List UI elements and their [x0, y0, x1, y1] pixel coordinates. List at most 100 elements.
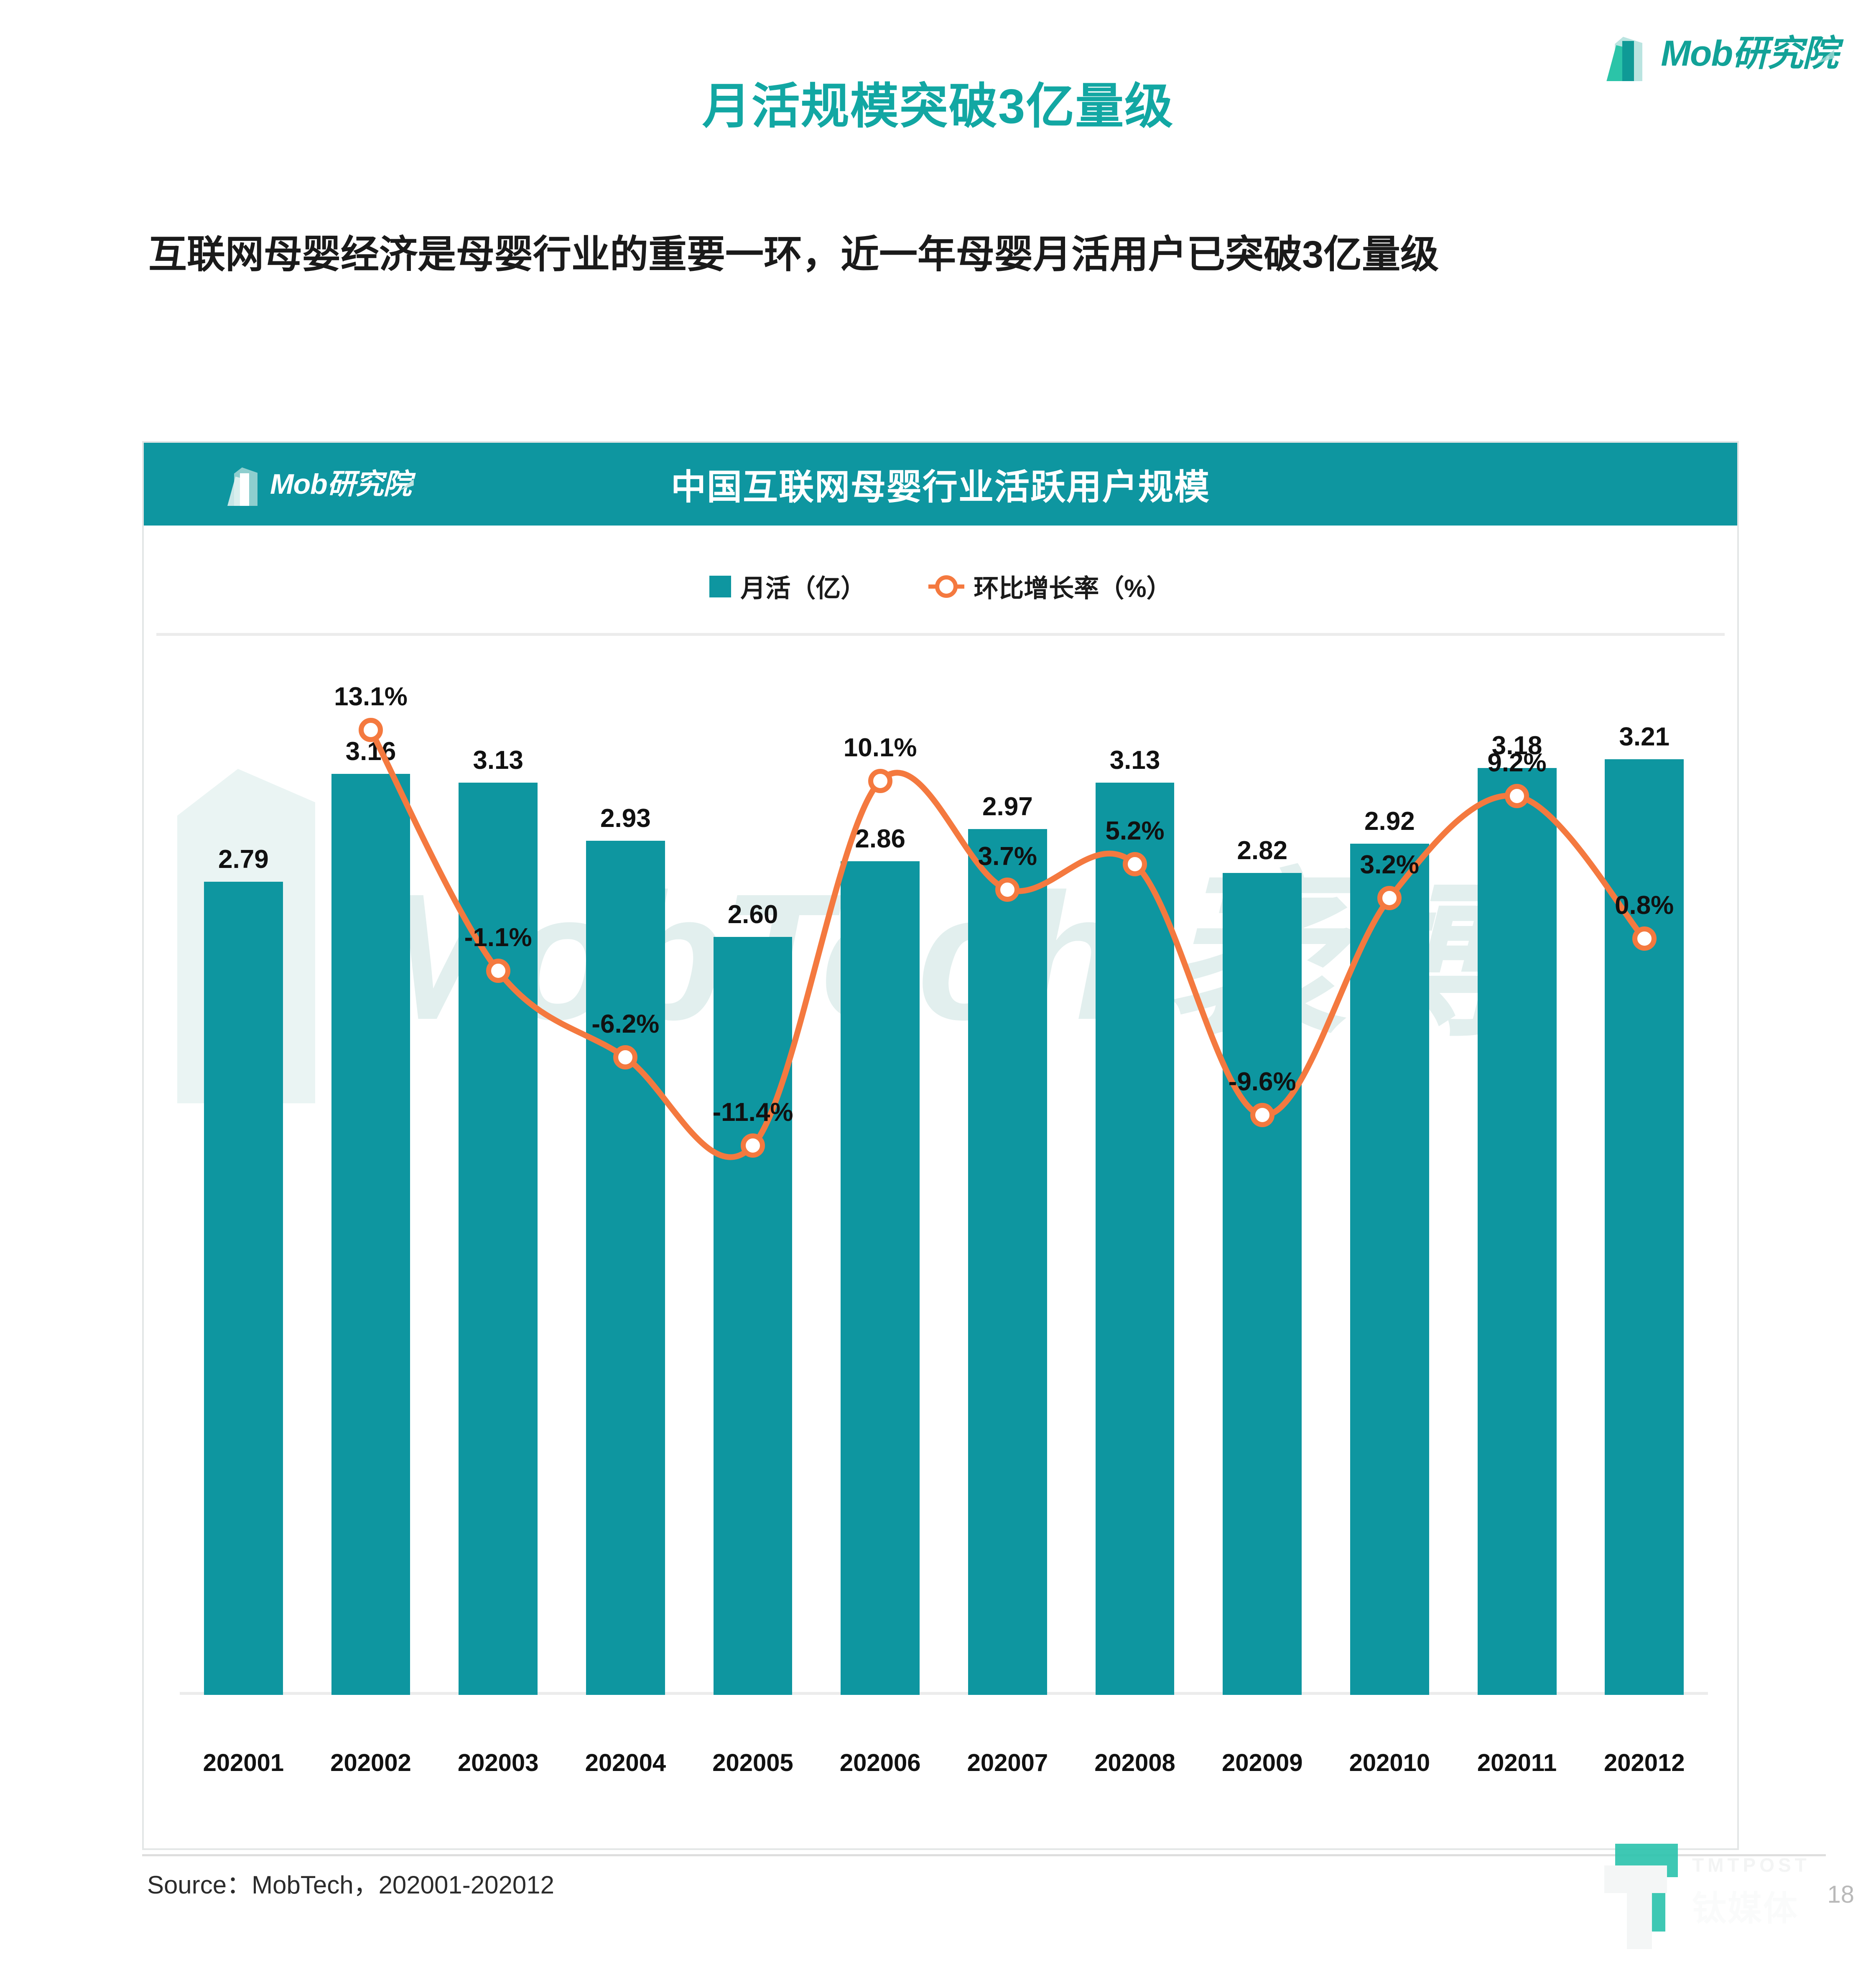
- top-brand-logo: Mob研究院: [1604, 26, 1838, 81]
- bar-value-label: 2.92: [1364, 807, 1415, 836]
- tmtpost-en-label: TMTPOST: [1692, 1854, 1810, 1876]
- line-point-marker: [1632, 926, 1657, 951]
- x-axis-tick: 202002: [330, 1749, 411, 1776]
- line-point-marker: [1250, 1103, 1274, 1128]
- x-axis-labels: 202001 202002 202003 202004 202005 202006 2020…: [180, 1740, 1708, 1786]
- bar-column: 2.79: [180, 660, 307, 1695]
- bar-value-label: 2.86: [855, 824, 906, 854]
- bar-value-label: 2.79: [218, 845, 269, 874]
- line-value-label: 13.1%: [334, 682, 408, 712]
- x-axis-tick: 202007: [967, 1749, 1048, 1776]
- line-value-label: -11.4%: [712, 1098, 793, 1127]
- x-axis-line: [180, 1692, 1708, 1695]
- chart-legend: 月活（亿） 环比增长率（%）: [144, 568, 1737, 605]
- bar-series: 2.79 3.16 3.13 2.93 2.60 2.86 2.97 3.13 2.82 2.92…: [180, 660, 1708, 1695]
- bar-value-label: 3.13: [473, 745, 524, 775]
- bar-column: 3.13: [1071, 660, 1199, 1695]
- line-value-label: 9.2%: [1487, 748, 1547, 778]
- line-point-marker: [741, 1133, 765, 1158]
- legend-bar-swatch-icon: [709, 575, 732, 597]
- page-subtitle: 互联网母婴经济是母婴行业的重要一环，近一年母婴月活用户已突破3亿量级: [148, 233, 1439, 276]
- line-series: 13.1% -1.1% -6.2% -11.4% 10.1% 3.7% 5.2% -9.6% 3…: [180, 660, 1708, 1695]
- bar-column: 2.92: [1326, 660, 1453, 1695]
- bar-column: 3.21: [1580, 660, 1708, 1695]
- chart-plot-area: 2.79 3.16 3.13 2.93 2.60 2.86 2.97 3.13 2.82 2.92…: [144, 443, 1737, 1848]
- bar-value-label: 3.13: [1109, 745, 1160, 775]
- line-point-marker: [359, 718, 383, 743]
- line-point-marker: [868, 768, 892, 793]
- legend-bar-label: 月活（亿）: [740, 574, 866, 602]
- x-axis-tick: 202011: [1477, 1749, 1557, 1776]
- line-point-marker: [995, 877, 1020, 902]
- bar: [1605, 759, 1684, 1695]
- x-axis-tick: 202012: [1603, 1749, 1685, 1776]
- bar-value-label: 2.97: [982, 792, 1033, 822]
- bar: [1223, 873, 1302, 1695]
- bar: [1477, 768, 1557, 1695]
- line-point-marker: [613, 1045, 638, 1070]
- line-value-label: -9.6%: [1228, 1067, 1296, 1097]
- legend-line-label: 环比增长率（%）: [974, 574, 1172, 602]
- card-brand-logo: Mob研究院: [226, 462, 414, 506]
- bar: [968, 829, 1047, 1695]
- bar: [586, 841, 665, 1695]
- bar-column: 2.93: [562, 660, 689, 1695]
- card-brand-label: Mob研究院: [270, 468, 412, 500]
- page-number: 18: [1827, 1881, 1854, 1908]
- mob-building-icon: [1604, 26, 1653, 81]
- chart-title: 中国互联网母婴行业活跃用户规模: [670, 467, 1210, 507]
- bar: [1095, 782, 1175, 1695]
- bar-value-label: 2.60: [727, 900, 778, 929]
- line-value-label: -1.1%: [464, 923, 532, 952]
- footer-divider: [142, 1854, 1826, 1856]
- bar-column: 3.16: [307, 660, 435, 1695]
- line-point-marker: [1123, 852, 1147, 876]
- x-axis-tick: 202006: [839, 1749, 921, 1776]
- tmtpost-logo-icon: [1601, 1844, 1685, 1949]
- x-axis-tick: 202010: [1349, 1749, 1430, 1776]
- growth-line-svg: [180, 660, 1708, 1695]
- x-axis-tick: 202004: [585, 1749, 666, 1776]
- tmtpost-cn-label: 钛媒体: [1692, 1889, 1799, 1928]
- x-axis-tick: 202005: [712, 1749, 793, 1776]
- bar-column: 2.82: [1198, 660, 1326, 1695]
- line-value-label: 3.2%: [1360, 850, 1419, 879]
- bar: [1350, 844, 1429, 1695]
- source-note: Source：MobTech，202001-202012: [147, 1871, 554, 1899]
- line-value-label: 10.1%: [843, 733, 917, 762]
- bar: [204, 881, 283, 1695]
- growth-line-path: [371, 730, 1644, 1157]
- line-point-marker: [486, 959, 510, 983]
- tmtpost-watermark: TMTPOST 钛媒体: [1601, 1840, 1835, 1949]
- bar-column: 2.60: [689, 660, 817, 1695]
- x-axis-tick: 202008: [1094, 1749, 1175, 1776]
- line-point-marker: [1505, 784, 1529, 809]
- legend-item-bar[interactable]: 月活（亿）: [709, 568, 866, 605]
- bar-value-label: 3.18: [1491, 731, 1542, 760]
- x-axis-tick: 202003: [457, 1749, 539, 1776]
- bar-value-label: 2.82: [1237, 836, 1288, 865]
- line-value-label: 5.2%: [1105, 816, 1165, 845]
- bar: [331, 773, 410, 1695]
- bar-column: 2.97: [944, 660, 1071, 1695]
- top-brand-label: Mob研究院: [1661, 33, 1838, 74]
- mob-building-icon: [226, 462, 264, 506]
- bar: [841, 861, 920, 1695]
- legend-line-marker-icon: [928, 584, 965, 589]
- line-value-label: 3.7%: [978, 842, 1037, 871]
- legend-divider: [156, 633, 1725, 636]
- legend-item-line[interactable]: 环比增长率（%）: [928, 568, 1172, 605]
- page-title: 月活规模突破3亿量级: [702, 79, 1174, 133]
- bar-column: 2.86: [816, 660, 944, 1695]
- bar-column: 3.18: [1453, 660, 1581, 1695]
- x-axis-tick: 202009: [1221, 1749, 1303, 1776]
- line-value-label: -6.2%: [591, 1010, 660, 1039]
- chart-card-header: Mob研究院 中国互联网母婴行业活跃用户规模: [144, 443, 1737, 526]
- x-axis-tick: 202001: [203, 1749, 284, 1776]
- line-value-label: 0.8%: [1614, 891, 1674, 920]
- line-point-marker: [1377, 885, 1402, 910]
- bar-value-label: 2.93: [600, 804, 651, 833]
- bar-value-label: 3.21: [1619, 722, 1670, 752]
- bar: [713, 937, 793, 1695]
